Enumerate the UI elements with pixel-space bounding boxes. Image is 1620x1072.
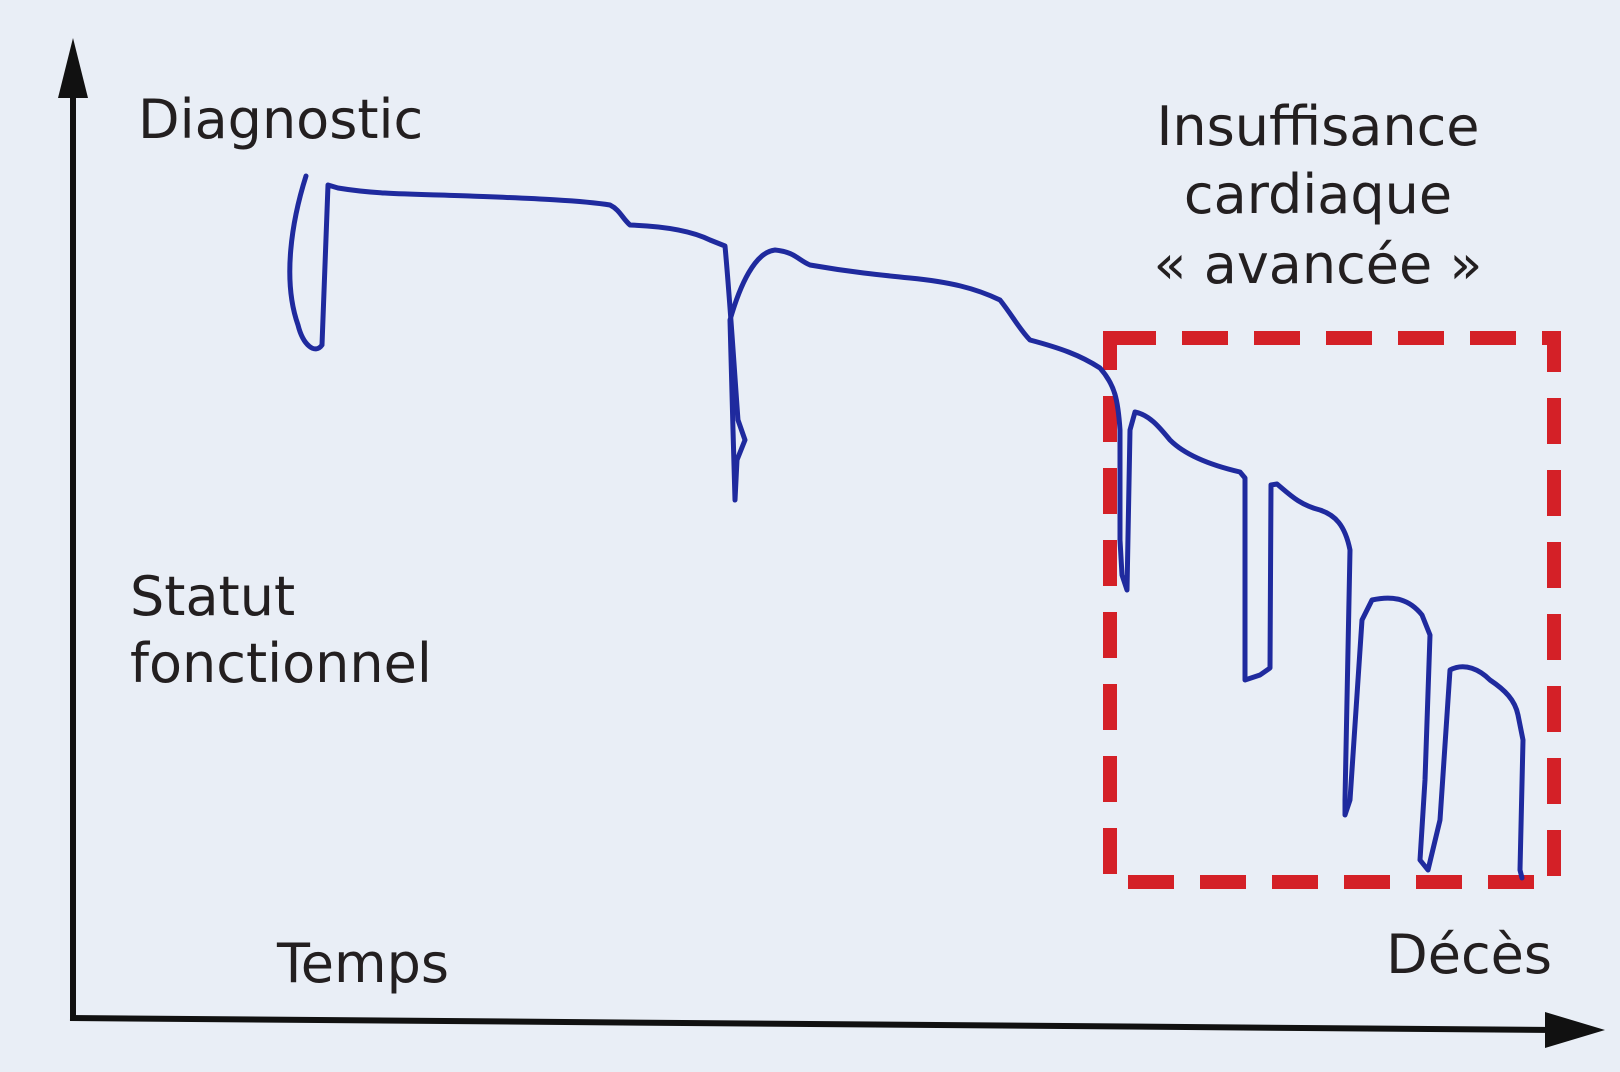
- advanced-hf-label-line-2: cardiaque: [1184, 163, 1452, 226]
- death-label: Décès: [1386, 923, 1552, 986]
- advanced-hf-label-line-1: Insuffisance: [1156, 95, 1479, 158]
- x-axis-label: Temps: [276, 932, 449, 995]
- x-axis-line: [69, 1015, 1556, 1033]
- advanced-heart-failure-box: [1103, 331, 1561, 889]
- advanced-hf-label-line-3: « avancée »: [1154, 233, 1483, 296]
- x-axis-arrowhead: [1545, 1012, 1605, 1048]
- y-axis-label-line-2: fonctionnel: [130, 632, 432, 695]
- y-axis-arrowhead: [58, 38, 88, 98]
- y-axis-label-line-1: Statut: [130, 565, 295, 628]
- diagnosis-label: Diagnostic: [138, 88, 423, 151]
- functional-status-curve: [287, 173, 1526, 881]
